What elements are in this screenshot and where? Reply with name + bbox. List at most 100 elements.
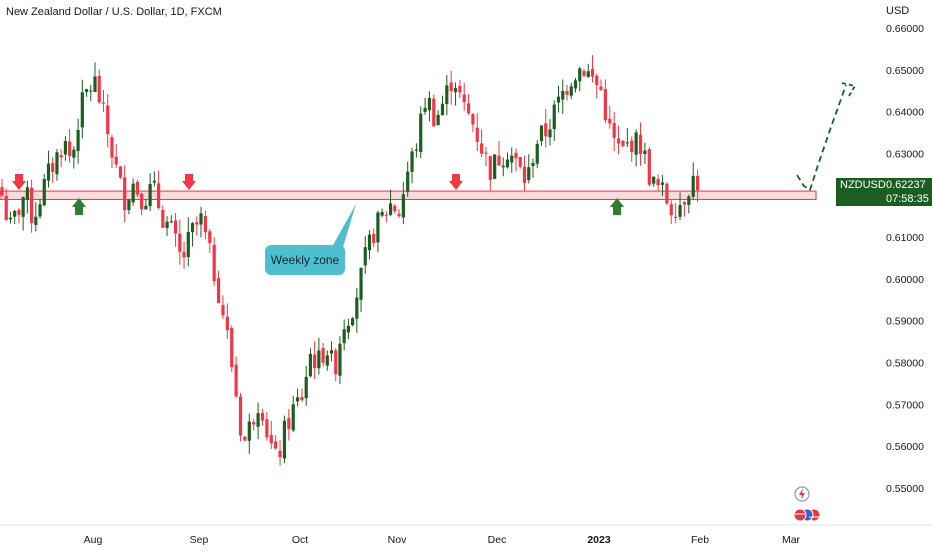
candle-body xyxy=(21,197,25,217)
candle-body xyxy=(178,233,182,252)
candle-body xyxy=(13,211,17,217)
candle-body xyxy=(140,193,144,210)
up-arrow-icon xyxy=(72,198,86,215)
flags-icon[interactable] xyxy=(793,508,821,522)
y-tick-label: 0.57000 xyxy=(886,399,924,411)
chart-title: New Zealand Dollar / U.S. Dollar, 1D, FX… xyxy=(6,6,222,18)
candle-body xyxy=(501,165,505,168)
candle-body xyxy=(84,89,89,92)
candle-body xyxy=(72,149,76,158)
y-tick-label: 0.59000 xyxy=(886,316,924,328)
candle-body xyxy=(106,105,110,135)
candle-body xyxy=(135,181,139,195)
candle-body xyxy=(466,103,471,114)
y-tick-label: 0.66000 xyxy=(886,23,924,35)
candle-body xyxy=(595,75,599,85)
price-badge[interactable]: NZDUSD 0.62237 xyxy=(836,178,932,192)
down-arrow-icon xyxy=(182,174,196,190)
candle-body xyxy=(393,205,397,212)
candle-body xyxy=(527,167,531,180)
candle-body xyxy=(243,436,247,441)
candle-body xyxy=(539,125,544,142)
candle-body xyxy=(586,71,590,77)
candle-body xyxy=(440,103,445,116)
candle-body xyxy=(212,244,216,282)
candles xyxy=(0,55,700,466)
lightning-icon[interactable] xyxy=(794,486,810,502)
candle-body xyxy=(296,397,300,402)
candle-body xyxy=(665,183,669,204)
projection-line xyxy=(796,84,847,192)
candle-body xyxy=(110,137,114,158)
candle-body xyxy=(287,418,291,429)
candle-body xyxy=(182,251,186,258)
candle-body xyxy=(144,205,148,210)
candle-body xyxy=(514,152,518,159)
candle-body xyxy=(652,176,656,184)
candle-body xyxy=(582,71,586,76)
candle-body xyxy=(561,90,565,100)
candle-body xyxy=(269,434,273,444)
y-tick-label: 0.64000 xyxy=(886,107,924,119)
candle-body xyxy=(518,157,522,167)
candle-body xyxy=(406,171,410,192)
candle-body xyxy=(131,183,135,203)
candle-body xyxy=(616,138,621,144)
candle-body xyxy=(216,278,221,303)
candle-body xyxy=(25,187,29,200)
candle-body xyxy=(89,90,93,92)
candle-body xyxy=(274,441,278,449)
candle-body xyxy=(260,412,265,421)
candle-body xyxy=(531,162,535,167)
x-tick-label: Nov xyxy=(388,534,407,546)
candle-body xyxy=(152,180,156,183)
candle-body xyxy=(544,123,548,137)
candle-body xyxy=(638,134,643,154)
y-tick-label: 0.55000 xyxy=(886,483,924,495)
candle-body xyxy=(351,318,355,326)
candle-body xyxy=(423,107,427,112)
candle-body xyxy=(410,151,414,172)
projection-arrowhead xyxy=(841,82,857,97)
candle-body xyxy=(419,113,423,153)
candle-body xyxy=(203,216,207,233)
candle-body xyxy=(169,221,173,223)
down-arrow-icon xyxy=(12,174,26,190)
candle-body xyxy=(471,114,475,125)
candle-body xyxy=(59,155,63,158)
candle-body xyxy=(234,364,238,397)
candle-body xyxy=(157,183,161,209)
candle-body xyxy=(691,175,695,197)
candle-body xyxy=(118,166,123,178)
candle-body xyxy=(313,354,317,368)
candle-body xyxy=(497,155,501,166)
candle-body xyxy=(329,350,334,354)
candle-body xyxy=(608,118,612,124)
candle-body xyxy=(68,141,72,157)
candle-body xyxy=(93,76,97,92)
candle-body xyxy=(97,75,101,103)
x-tick-label: Feb xyxy=(691,534,709,546)
x-tick-label: 2023 xyxy=(587,534,611,546)
x-tick-label: Sep xyxy=(190,534,209,546)
candle-body xyxy=(80,92,84,128)
candle-body xyxy=(625,142,629,144)
candle-body xyxy=(173,220,178,234)
candle-body xyxy=(427,97,432,111)
down-arrow-icon xyxy=(449,174,463,190)
candle-body xyxy=(401,194,405,218)
last-price: 0.62237 xyxy=(886,179,926,191)
candle-body xyxy=(123,177,127,211)
candle-body xyxy=(573,80,578,89)
candle-body xyxy=(291,404,295,431)
candle-body xyxy=(480,143,484,154)
y-tick-label: 0.60000 xyxy=(886,274,924,286)
candle-body xyxy=(510,155,514,163)
candle-body xyxy=(308,353,313,377)
candle-body xyxy=(493,154,497,179)
candle-body xyxy=(363,247,367,266)
candle-body xyxy=(51,163,55,172)
candle-body xyxy=(127,199,131,211)
